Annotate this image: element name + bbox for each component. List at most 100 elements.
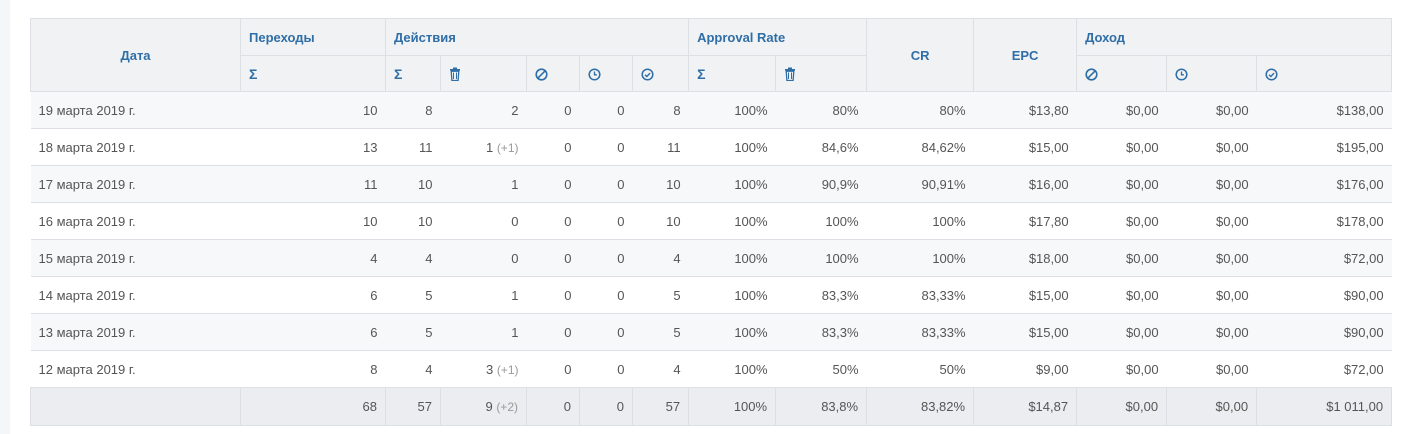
totals-income-rejected-cell: $0,00 [1076,387,1168,426]
header-date[interactable]: Дата [30,18,241,92]
actions-hold-cell: 0 [579,313,633,351]
epc-cell: $9,00 [973,350,1077,388]
sigma-icon: Σ [697,65,706,82]
income-hold-cell: $0,00 [1166,91,1257,129]
approval-total-cell: 100% [688,313,776,351]
epc-cell: $16,00 [973,165,1077,203]
header-clicks[interactable]: Переходы [240,18,386,56]
income-hold-cell: $0,00 [1166,128,1257,166]
actions-trash-header[interactable] [440,55,527,92]
totals-income-hold-cell: $0,00 [1166,387,1258,426]
actions-total-cell: 4 [385,350,441,388]
actions-approved-cell: 5 [632,276,689,314]
totals-cr-cell: 83,82% [866,387,975,426]
trash-icon [785,67,796,82]
check-circle-icon [1265,68,1278,81]
clicks-cell: 10 [240,202,386,240]
clicks-cell: 6 [240,313,386,351]
actions-approved-cell: 5 [632,313,689,351]
actions-approved-cell: 8 [632,91,689,129]
blocked-icon [1085,68,1098,81]
date-cell: 14 марта 2019 г. [30,276,241,314]
trash-count: 1 [485,139,494,155]
income-rejected-cell: $0,00 [1076,128,1167,166]
clicks-sum-header[interactable]: Σ [240,55,386,92]
actions-approved-cell: 10 [632,202,689,240]
approval-trash-header[interactable] [775,55,868,92]
header-cr[interactable]: CR [866,18,975,92]
income-rejected-cell: $0,00 [1076,239,1167,277]
actions-hold-header[interactable] [579,55,633,92]
date-cell: 15 марта 2019 г. [30,239,241,277]
totals-actions-total-cell: 57 [385,387,441,426]
approval-trash-cell: 84,6% [775,128,867,166]
epc-cell: $13,80 [973,91,1077,129]
clicks-cell: 13 [240,128,386,166]
table-row: 12 марта 2019 г. 8 4 3 (+1) 0 0 4 100% 5… [30,350,1392,388]
approval-sum-header[interactable]: Σ [688,55,777,92]
actions-rejected-cell: 0 [526,350,580,388]
approval-trash-cell: 100% [775,239,867,277]
clock-icon [1175,68,1188,81]
header-approval-rate[interactable]: Approval Rate [688,18,868,56]
date-cell: 19 марта 2019 г. [30,91,241,129]
trash-extra: (+2) [496,400,518,414]
date-cell: 18 марта 2019 г. [30,128,241,166]
actions-trash-cell: 1 [440,165,527,203]
income-approved-cell: $90,00 [1256,313,1392,351]
income-hold-cell: $0,00 [1166,350,1257,388]
cr-cell: 100% [866,239,974,277]
actions-rejected-cell: 0 [526,91,580,129]
income-rejected-cell: $0,00 [1076,165,1167,203]
date-cell: 17 марта 2019 г. [30,165,241,203]
actions-trash-cell: 1 [440,276,527,314]
totals-date-cell [30,387,241,426]
clock-icon [588,68,601,81]
totals-approval-trash-cell: 83,8% [775,387,868,426]
cr-cell: 50% [866,350,974,388]
income-hold-header[interactable] [1166,55,1258,92]
income-rejected-header[interactable] [1076,55,1168,92]
trash-count: 0 [511,213,519,229]
actions-total-cell: 10 [385,202,441,240]
table-row: 16 марта 2019 г. 10 10 0 0 0 10 100% 100… [30,202,1392,240]
approval-trash-cell: 80% [775,91,867,129]
date-cell: 12 марта 2019 г. [30,350,241,388]
income-approved-cell: $72,00 [1256,350,1392,388]
epc-cell: $15,00 [973,128,1077,166]
actions-approved-header[interactable] [631,55,690,92]
table-row: 13 марта 2019 г. 6 5 1 0 0 5 100% 83,3% … [30,313,1392,351]
actions-sum-header[interactable]: Σ [385,55,441,92]
trash-count: 0 [511,250,519,266]
trash-count: 1 [511,324,519,340]
income-approved-cell: $195,00 [1256,128,1392,166]
actions-trash-cell: 1 (+1) [440,128,527,166]
table-row: 14 марта 2019 г. 6 5 1 0 0 5 100% 83,3% … [30,276,1392,314]
header-epc[interactable]: EPC [973,18,1078,92]
income-rejected-cell: $0,00 [1076,91,1167,129]
trash-icon [450,67,460,82]
actions-hold-cell: 0 [579,91,633,129]
approval-total-cell: 100% [688,276,776,314]
header-actions[interactable]: Действия [384,18,690,56]
cr-cell: 84,62% [866,128,974,166]
actions-approved-cell: 11 [632,128,689,166]
approval-trash-cell: 100% [775,202,867,240]
income-hold-cell: $0,00 [1166,239,1257,277]
clicks-cell: 6 [240,276,386,314]
check-circle-icon [641,68,654,81]
totals-epc-cell: $14,87 [973,387,1078,426]
income-approved-cell: $178,00 [1256,202,1392,240]
approval-trash-cell: 50% [775,350,867,388]
actions-total-cell: 11 [385,128,441,166]
income-approved-header[interactable] [1256,55,1393,92]
actions-rejected-header[interactable] [526,55,580,92]
actions-approved-cell: 4 [632,350,689,388]
income-approved-cell: $138,00 [1256,91,1392,129]
trash-count: 3 [485,361,494,377]
actions-rejected-cell: 0 [526,128,580,166]
actions-hold-cell: 0 [579,165,633,203]
cr-cell: 100% [866,202,974,240]
totals-actions-hold-cell: 0 [579,387,633,426]
header-income[interactable]: Доход [1076,18,1393,56]
